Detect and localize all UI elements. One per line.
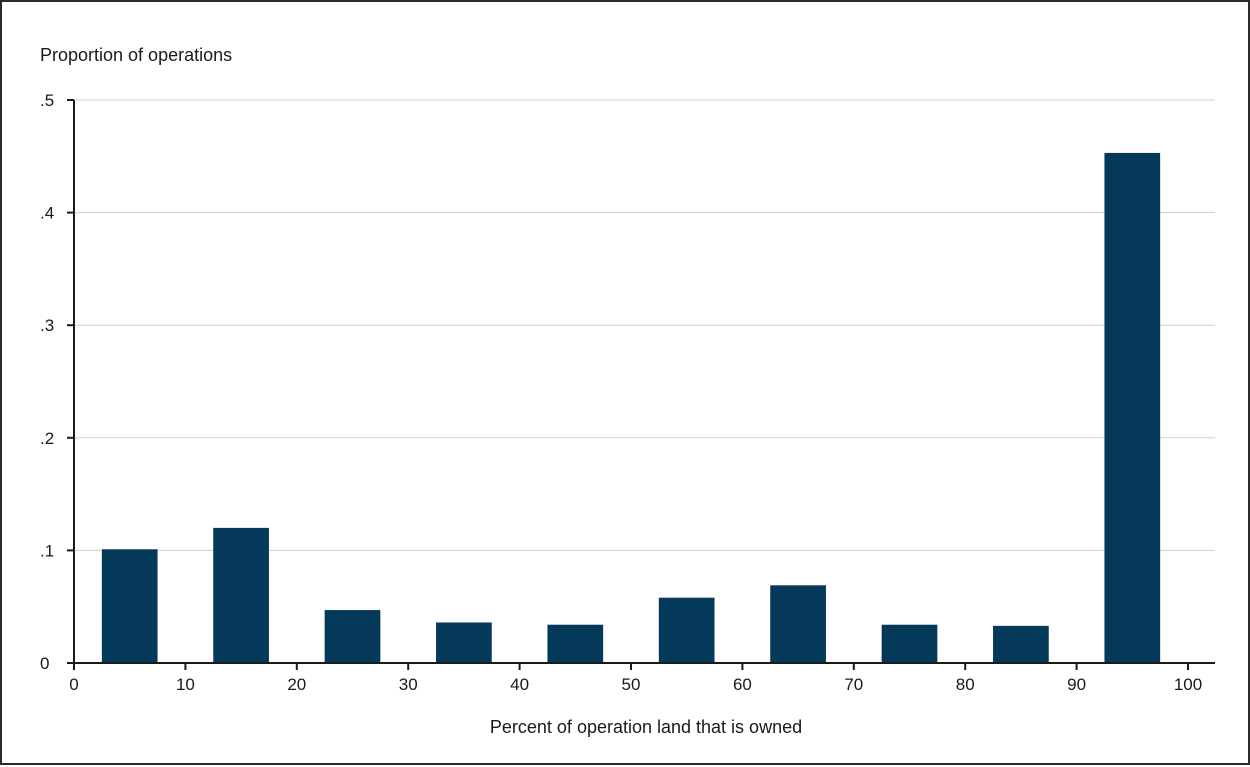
bar-90-100	[1104, 152, 1161, 663]
x-tick-label-9: 90	[1067, 675, 1086, 694]
x-tick-label-0: 0	[69, 675, 78, 694]
bar-30-40	[436, 622, 492, 663]
bar-60-70	[770, 585, 826, 663]
x-tick-label-5: 50	[622, 675, 641, 694]
bar-50-60	[658, 597, 715, 663]
axes	[73, 100, 1215, 664]
bar-20-30	[324, 610, 381, 663]
bar-10-20	[213, 527, 269, 663]
bar-80-90	[993, 625, 1049, 663]
x-tick-label-8: 80	[956, 675, 975, 694]
x-tick-label-7: 70	[844, 675, 863, 694]
x-tick-label-6: 60	[733, 675, 752, 694]
y-tick-label-2: .2	[40, 429, 54, 448]
x-tick-label-1: 10	[176, 675, 195, 694]
x-axis-title: Percent of operation land that is owned	[490, 717, 802, 737]
y-tick-label-5: .5	[40, 91, 54, 110]
y-tick-label-3: .3	[40, 316, 54, 335]
bar-0-10	[101, 549, 158, 663]
bars	[101, 152, 1161, 663]
x-tick-label-2: 20	[287, 675, 306, 694]
x-tick-label-3: 30	[399, 675, 418, 694]
x-tick-label-4: 40	[510, 675, 529, 694]
bar-70-80	[881, 624, 938, 663]
x-tick-label-10: 100	[1174, 675, 1202, 694]
y-tick-label-4: .4	[40, 204, 54, 223]
bar-40-50	[547, 624, 604, 663]
y-tick-label-1: .1	[40, 541, 54, 560]
y-tick-label-0: 0	[40, 654, 49, 673]
y-axis-title: Proportion of operations	[40, 45, 232, 65]
ticks: 0 .1 .2 .3 .4 .5 0 10 20 30 40 50 60 70 80 90 100	[40, 91, 1202, 694]
grid-lines	[74, 99, 1215, 551]
